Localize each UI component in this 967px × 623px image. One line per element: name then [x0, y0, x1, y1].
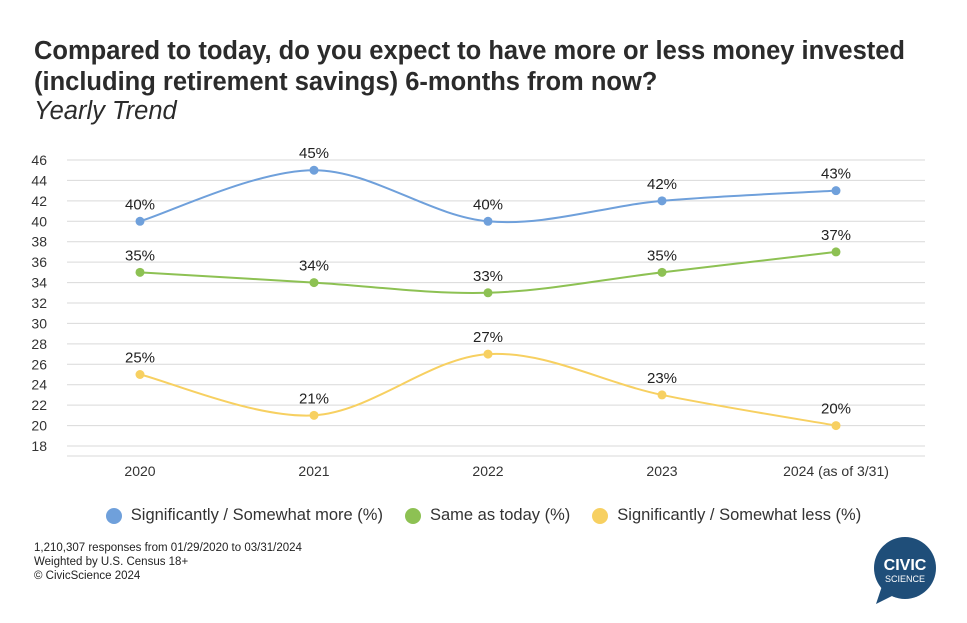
- x-tick-label: 2021: [298, 463, 329, 479]
- x-tick-label: 2020: [124, 463, 155, 479]
- data-point-more: [831, 186, 841, 196]
- data-point-same: [309, 278, 319, 288]
- legend-item-more: Significantly / Somewhat more (%): [105, 506, 383, 525]
- legend-swatch-more: [105, 507, 122, 524]
- data-point-more: [483, 216, 493, 226]
- civicscience-logo: CIVIC SCIENCE: [874, 537, 936, 604]
- data-point-less: [831, 421, 841, 431]
- footnote-responses: 1,210,307 responses from 01/29/2020 to 0…: [34, 542, 302, 554]
- legend: Significantly / Somewhat more (%) Same a…: [0, 506, 967, 525]
- y-tick-label: 28: [31, 336, 47, 352]
- y-tick-label: 36: [31, 254, 47, 270]
- logo-text-science: SCIENCE: [885, 574, 925, 584]
- data-point-more: [135, 216, 145, 226]
- y-tick-label: 40: [31, 213, 47, 229]
- data-label-less: 25%: [125, 350, 155, 367]
- y-tick-label: 26: [31, 356, 47, 372]
- x-axis-tick-labels: 2020 2021 2022 2023 2024 (as of 3/31): [124, 463, 889, 479]
- y-tick-label: 34: [31, 275, 47, 291]
- y-tick-label: 18: [31, 438, 47, 454]
- data-label-same: 35%: [125, 247, 155, 264]
- data-label-less: 21%: [299, 390, 329, 407]
- data-point-more: [657, 196, 667, 206]
- data-label-more: 40%: [473, 196, 503, 213]
- data-label-more: 45%: [299, 145, 329, 162]
- footnote-copyright: © CivicScience 2024: [34, 570, 141, 582]
- data-point-same: [135, 267, 145, 277]
- legend-label-less: Significantly / Somewhat less (%): [617, 506, 862, 524]
- data-point-more: [309, 165, 319, 175]
- x-tick-label: 2023: [646, 463, 677, 479]
- y-tick-label: 30: [31, 315, 47, 331]
- data-point-less: [135, 370, 145, 379]
- data-label-same: 34%: [299, 258, 329, 275]
- data-label-same: 33%: [473, 268, 503, 285]
- legend-item-same: Same as today (%): [404, 506, 571, 525]
- footnotes: 1,210,307 responses from 01/29/2020 to 0…: [34, 541, 302, 583]
- footnote-weighting: Weighted by U.S. Census 18+: [34, 556, 189, 568]
- y-tick-label: 22: [31, 397, 47, 413]
- y-tick-label: 24: [31, 377, 47, 393]
- y-tick-label: 44: [31, 172, 47, 188]
- legend-swatch-less: [592, 507, 609, 524]
- data-label-less: 27%: [473, 329, 503, 346]
- data-labels: 40% 45% 40% 42% 43% 35% 34% 33% 35% 37% 25% 21% 27% 2…: [125, 145, 851, 417]
- y-axis-tick-labels: 18 20 22 24 26 28 30 32 34 36 38 40 42 44 46: [31, 152, 47, 454]
- data-point-same: [657, 267, 667, 277]
- chart-title: Compared to today, do you expect to have…: [34, 37, 905, 96]
- data-label-more: 43%: [821, 166, 851, 183]
- x-tick-label: 2022: [472, 463, 503, 479]
- legend-swatch-same: [404, 507, 421, 524]
- legend-label-same: Same as today (%): [429, 506, 571, 524]
- data-label-more: 40%: [125, 196, 155, 213]
- data-point-less: [309, 410, 319, 420]
- y-tick-label: 38: [31, 234, 47, 250]
- y-tick-label: 46: [31, 152, 47, 168]
- chart-subtitle: Yearly Trend: [34, 97, 177, 125]
- data-label-less: 23%: [647, 370, 677, 387]
- data-label-less: 20%: [821, 401, 851, 418]
- logo-text-civic: CIVIC: [884, 557, 927, 574]
- legend-item-less: Significantly / Somewhat less (%): [592, 506, 861, 525]
- data-point-same: [831, 247, 841, 257]
- y-tick-label: 32: [31, 295, 47, 311]
- data-point-less: [483, 349, 493, 359]
- y-tick-label: 20: [31, 418, 47, 434]
- data-label-same: 35%: [647, 247, 677, 264]
- series-points: [135, 165, 841, 431]
- data-label-same: 37%: [821, 227, 851, 244]
- data-label-more: 42%: [647, 176, 677, 193]
- data-point-same: [483, 288, 493, 298]
- x-tick-label: 2024 (as of 3/31): [783, 463, 889, 479]
- gridlines: [67, 159, 925, 457]
- legend-label-more: Significantly / Somewhat more (%): [130, 506, 383, 524]
- y-tick-label: 42: [31, 193, 47, 209]
- data-point-less: [657, 390, 667, 400]
